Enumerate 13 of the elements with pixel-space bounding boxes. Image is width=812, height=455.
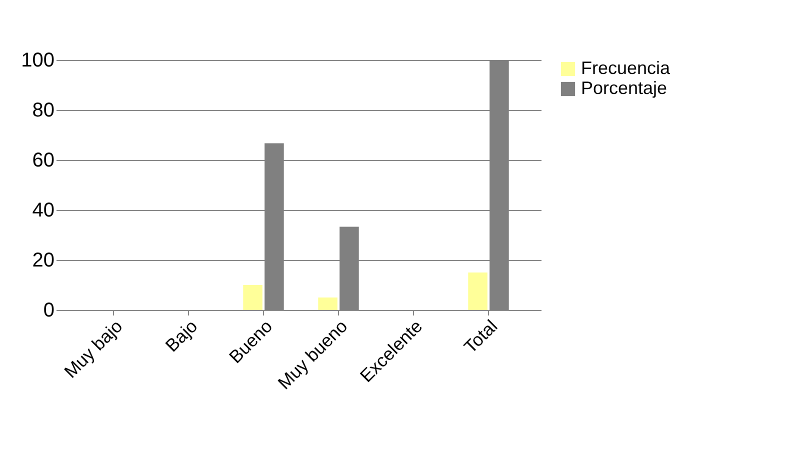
y-tick-label: 80 [32, 100, 54, 122]
legend-label: Frecuencia [581, 58, 672, 78]
y-tick-label: 100 [21, 50, 54, 72]
x-tick-label: Muy bajo [60, 316, 126, 382]
y-tick-label: 40 [32, 200, 54, 222]
bar [243, 285, 262, 310]
bar [468, 272, 488, 310]
y-tick-label: 20 [32, 250, 54, 272]
y-tick-label: 60 [32, 150, 54, 172]
y-tick-label: 0 [43, 300, 54, 322]
legend-label: Porcentaje [581, 78, 668, 98]
x-tick-label: Bajo [162, 316, 202, 356]
bar [318, 298, 338, 310]
